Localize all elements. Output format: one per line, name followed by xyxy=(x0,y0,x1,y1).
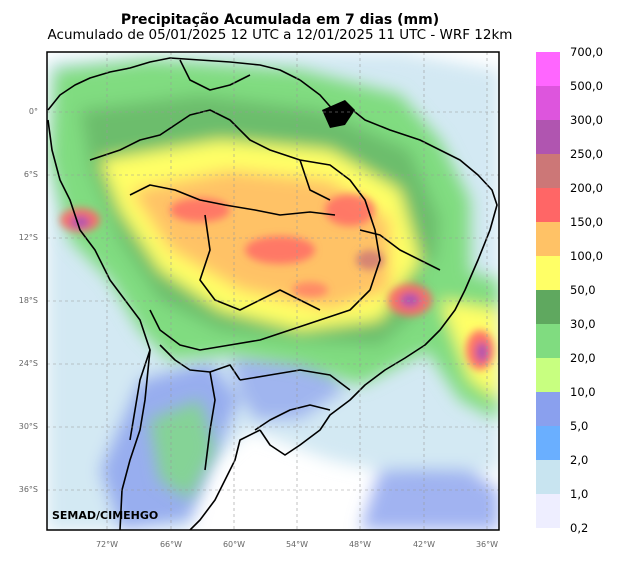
colorbar-label: 100,0 xyxy=(570,249,603,263)
colorbar-swatch xyxy=(536,358,560,392)
map-title: Precipitação Acumulada em 7 dias (mm) xyxy=(120,12,440,28)
colorbar-swatch xyxy=(536,256,560,290)
colorbar-label: 5,0 xyxy=(570,419,589,433)
lon-label: 60°W xyxy=(222,540,246,549)
country-borders xyxy=(47,57,498,530)
colorbar-swatch xyxy=(536,324,560,358)
lat-label: 0° xyxy=(28,107,38,116)
lon-label: 72°W xyxy=(95,540,119,549)
colorbar-label: 20,0 xyxy=(570,351,596,365)
colorbar-label: 300,0 xyxy=(570,113,603,127)
amazon-delta xyxy=(322,100,355,128)
credit-label: SEMAD/CIMEHGO xyxy=(52,509,159,522)
colorbar-label: 500,0 xyxy=(570,79,603,93)
colorbar-swatch xyxy=(536,222,560,256)
lat-label: 30°S xyxy=(18,422,38,431)
lat-label: 6°S xyxy=(23,170,38,179)
colorbar-label: 2,0 xyxy=(570,453,589,467)
colorbar-swatch xyxy=(536,154,560,188)
colorbar-swatch xyxy=(536,426,560,460)
lon-label: 36°W xyxy=(475,540,499,549)
lat-label: 36°S xyxy=(18,485,38,494)
lon-label: 48°W xyxy=(348,540,372,549)
colorbar-label: 30,0 xyxy=(570,317,596,331)
lat-label: 18°S xyxy=(18,296,38,305)
colorbar-swatch xyxy=(536,460,560,494)
colorbar-label: 0,2 xyxy=(570,521,589,535)
colorbar-swatch xyxy=(536,392,560,426)
colorbar-swatch xyxy=(536,188,560,222)
map-frame xyxy=(46,51,500,531)
colorbar-label: 150,0 xyxy=(570,215,603,229)
lon-label: 66°W xyxy=(159,540,183,549)
colorbar-label: 250,0 xyxy=(570,147,603,161)
map-subtitle: Acumulado de 05/01/2025 12 UTC a 12/01/2… xyxy=(47,27,513,43)
colorbar-label: 200,0 xyxy=(570,181,603,195)
lon-label: 54°W xyxy=(285,540,309,549)
colorbar-label: 1,0 xyxy=(570,487,589,501)
colorbar-swatch xyxy=(536,290,560,324)
colorbar-swatch xyxy=(536,120,560,154)
colorbar-swatch xyxy=(536,52,560,86)
colorbar-label: 700,0 xyxy=(570,45,603,59)
lat-label: 24°S xyxy=(18,359,38,368)
lon-label: 42°W xyxy=(412,540,436,549)
precip-cores xyxy=(60,194,494,370)
colorbar-label: 50,0 xyxy=(570,283,596,297)
graticule xyxy=(47,52,499,530)
colorbar-swatch xyxy=(536,494,560,528)
lat-label: 12°S xyxy=(18,233,38,242)
colorbar-label: 10,0 xyxy=(570,385,596,399)
colorbar-swatch xyxy=(536,86,560,120)
